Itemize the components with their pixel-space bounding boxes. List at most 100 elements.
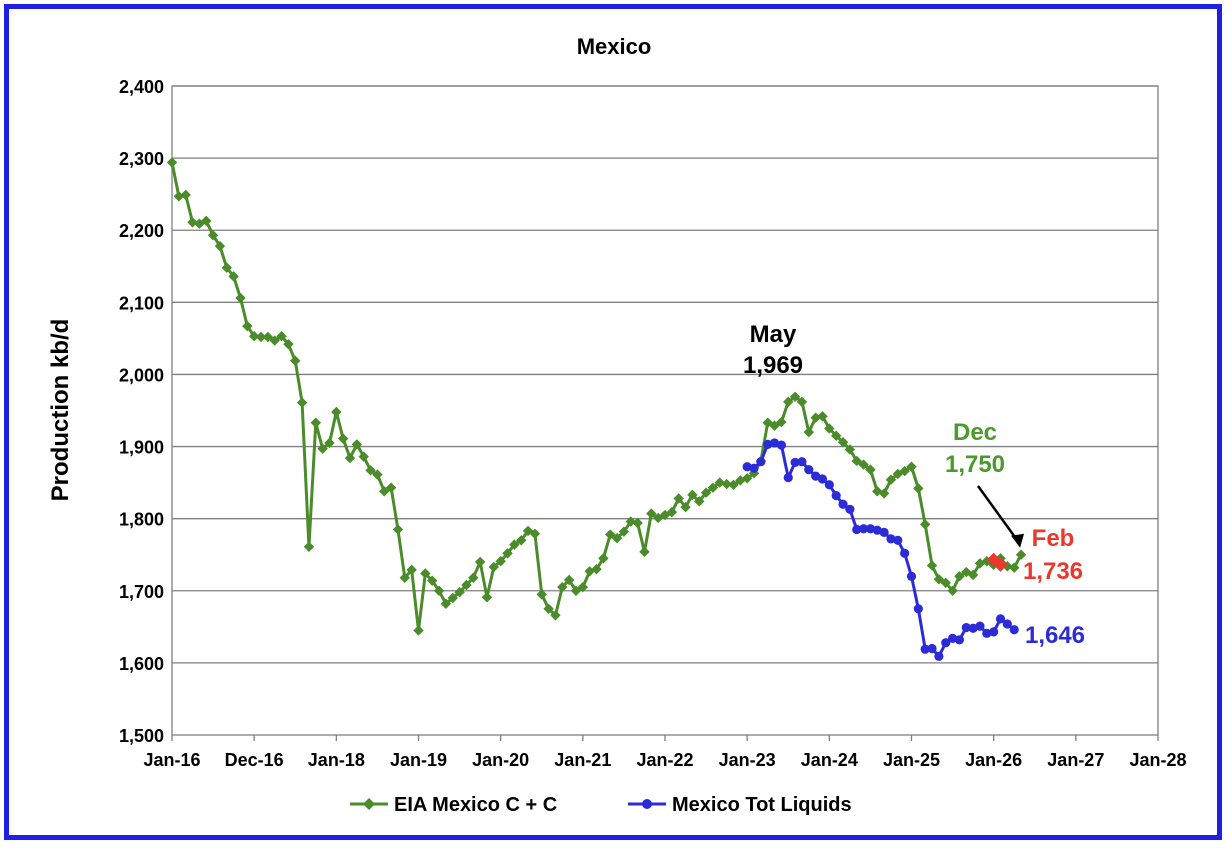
data-point bbox=[947, 585, 958, 596]
data-point bbox=[989, 627, 999, 637]
data-point bbox=[598, 553, 609, 564]
data-point bbox=[858, 459, 869, 470]
x-tick-label: Jan-26 bbox=[965, 750, 1022, 770]
data-point bbox=[694, 496, 705, 507]
x-tick-label: Jan-28 bbox=[1129, 750, 1186, 770]
data-point bbox=[214, 240, 226, 252]
data-point bbox=[207, 230, 219, 241]
data-point bbox=[1009, 625, 1019, 635]
data-point bbox=[845, 504, 855, 514]
data-point bbox=[687, 489, 698, 501]
data-point bbox=[283, 338, 294, 350]
data-point bbox=[557, 581, 568, 593]
annotation-text: 1,969 bbox=[743, 352, 803, 379]
data-point bbox=[851, 455, 862, 467]
data-point bbox=[865, 524, 876, 534]
axes bbox=[171, 85, 1159, 741]
data-point bbox=[837, 437, 849, 448]
data-point bbox=[591, 563, 602, 575]
series-line-0 bbox=[170, 162, 1023, 632]
annotation-text: 1,736 bbox=[1023, 558, 1083, 585]
data-point bbox=[844, 444, 856, 455]
data-point bbox=[975, 621, 985, 631]
x-tick-label: Jan-24 bbox=[801, 750, 858, 770]
data-point bbox=[886, 534, 896, 544]
data-point bbox=[763, 439, 773, 449]
data-point bbox=[954, 635, 965, 645]
legend-label: Mexico Tot Liquids bbox=[672, 794, 852, 816]
data-point bbox=[454, 587, 465, 598]
data-point bbox=[379, 486, 390, 497]
data-point bbox=[488, 561, 500, 573]
data-point bbox=[461, 579, 472, 591]
data-point bbox=[290, 355, 301, 366]
data-point bbox=[276, 331, 287, 342]
data-point bbox=[967, 569, 979, 581]
data-point bbox=[420, 568, 431, 579]
data-point bbox=[762, 417, 773, 428]
annotation-text: Dec bbox=[953, 419, 997, 446]
data-point bbox=[810, 412, 821, 423]
data-point bbox=[303, 541, 315, 552]
data-point bbox=[296, 397, 308, 408]
data-point bbox=[741, 473, 753, 484]
x-tick-label: Jan-27 bbox=[1047, 750, 1104, 770]
annotations: May 1,969 Dec 1,750 Feb 1,736 1,646 bbox=[743, 321, 1085, 649]
legend-label: EIA Mexico C + C bbox=[394, 794, 557, 816]
series-markers bbox=[166, 157, 1027, 661]
x-tick-label: Jan-23 bbox=[719, 750, 776, 770]
data-point bbox=[776, 416, 787, 428]
data-point bbox=[756, 457, 766, 467]
data-point bbox=[796, 396, 808, 408]
data-point bbox=[221, 262, 232, 273]
data-point bbox=[919, 519, 931, 530]
data-point bbox=[433, 585, 445, 596]
data-point bbox=[776, 440, 787, 450]
data-point bbox=[900, 548, 910, 558]
data-point bbox=[201, 215, 212, 227]
data-point bbox=[993, 557, 1008, 572]
x-tick-label: Jan-16 bbox=[143, 750, 200, 770]
data-point bbox=[797, 457, 807, 467]
data-point bbox=[228, 271, 239, 282]
annotation-arrow bbox=[976, 485, 1021, 544]
data-point bbox=[248, 331, 260, 342]
y-axis-label: Production kb/d bbox=[47, 319, 74, 502]
data-point bbox=[187, 217, 198, 228]
x-tick-label: Jan-25 bbox=[883, 750, 940, 770]
chart-title: Mexico bbox=[577, 34, 652, 59]
data-point bbox=[885, 474, 897, 485]
data-point bbox=[255, 331, 267, 343]
data-point bbox=[982, 628, 992, 638]
data-point bbox=[269, 335, 280, 346]
data-point bbox=[940, 577, 951, 589]
data-point bbox=[310, 417, 321, 428]
y-tick-labels: 1,500 1,600 1,700 1,800 1,900 2,000 2,100 2,200… bbox=[119, 77, 164, 746]
y-tick-label: 2,000 bbox=[119, 365, 164, 385]
data-point bbox=[399, 572, 411, 583]
y-tick-label: 1,700 bbox=[119, 582, 164, 602]
data-point bbox=[550, 610, 561, 621]
data-point bbox=[913, 483, 924, 494]
series-lines bbox=[170, 162, 1023, 658]
data-point bbox=[858, 524, 869, 534]
data-point bbox=[824, 423, 835, 434]
data-point bbox=[817, 474, 828, 484]
annotation-text: 1,750 bbox=[945, 451, 1005, 478]
legend-marker bbox=[363, 798, 375, 810]
data-point bbox=[605, 529, 616, 540]
data-point bbox=[906, 571, 917, 581]
data-point bbox=[235, 292, 246, 304]
x-tick-label: Jan-21 bbox=[554, 750, 611, 770]
data-point bbox=[783, 396, 794, 408]
plot-area bbox=[171, 85, 1159, 736]
data-point bbox=[926, 560, 938, 571]
data-point bbox=[516, 535, 527, 546]
data-point bbox=[707, 482, 719, 493]
legend-marker bbox=[642, 799, 652, 809]
data-point bbox=[831, 490, 841, 501]
data-point bbox=[947, 633, 958, 643]
data-point bbox=[927, 643, 937, 654]
data-point bbox=[262, 331, 274, 343]
